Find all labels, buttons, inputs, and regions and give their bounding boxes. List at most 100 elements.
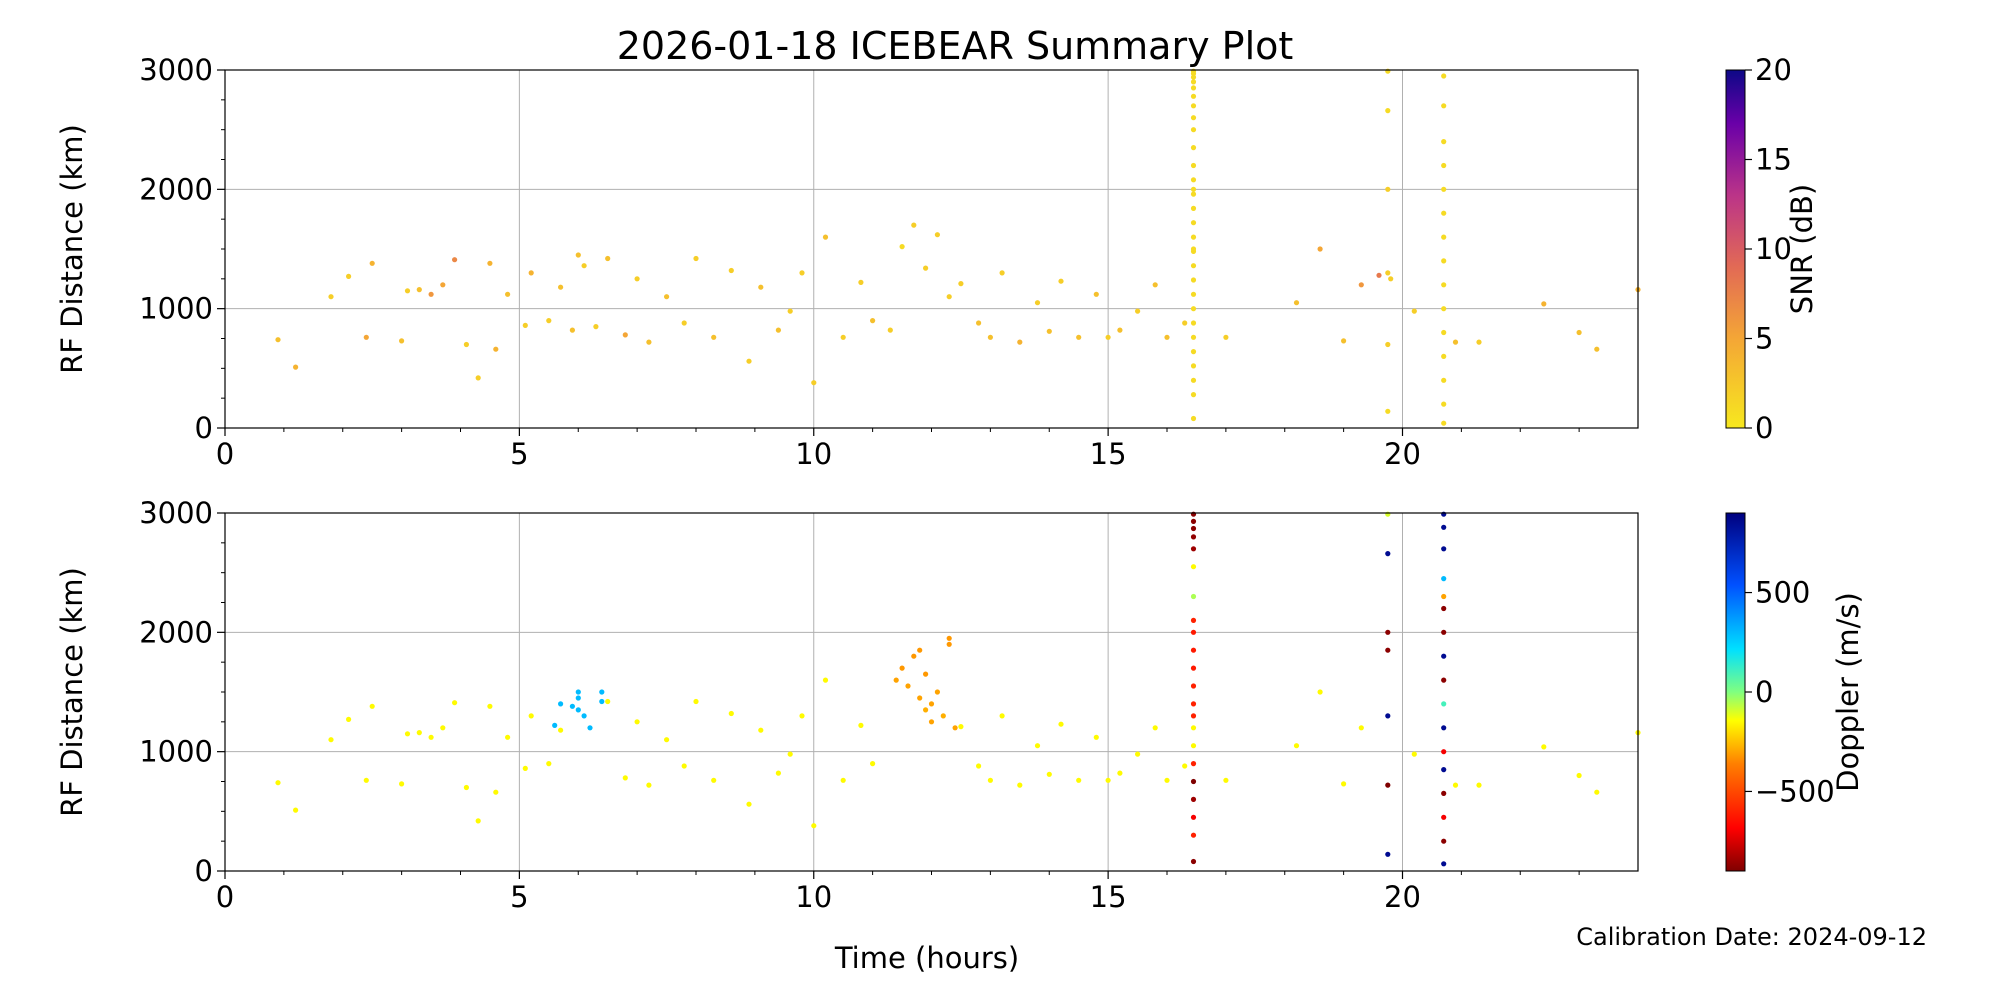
- data-point: [1190, 725, 1197, 731]
- data-point: [1190, 234, 1197, 240]
- data-point: [1441, 377, 1447, 383]
- data-point: [1190, 349, 1197, 355]
- data-point: [1441, 511, 1447, 517]
- data-point: [1190, 291, 1197, 297]
- data-point: [1576, 329, 1582, 336]
- colorbar-tick-label: 10: [1755, 232, 1792, 266]
- data-point: [1190, 713, 1197, 719]
- data-point: [1046, 328, 1052, 334]
- data-point: [1385, 68, 1391, 74]
- data-point: [1441, 767, 1447, 773]
- data-point: [493, 346, 499, 352]
- data-point: [1017, 782, 1023, 788]
- data-point: [870, 761, 876, 767]
- data-point: [958, 281, 964, 287]
- data-point: [275, 337, 281, 343]
- data-point: [1190, 525, 1197, 532]
- data-point: [1190, 320, 1197, 326]
- data-point: [363, 777, 369, 783]
- data-point: [1117, 327, 1123, 333]
- x-tick-label: 20: [1384, 437, 1421, 471]
- data-point: [475, 375, 481, 381]
- data-point: [1476, 339, 1482, 345]
- data-point: [1441, 814, 1447, 820]
- data-point: [581, 263, 587, 269]
- data-point: [1190, 743, 1197, 749]
- data-point: [558, 284, 564, 290]
- data-point: [1452, 782, 1459, 788]
- data-point: [293, 364, 299, 370]
- data-point: [917, 647, 923, 653]
- data-point: [799, 270, 805, 276]
- data-point: [1190, 93, 1197, 99]
- data-point: [952, 725, 958, 731]
- data-point: [811, 823, 817, 829]
- figure-title: 2026-01-18 ICEBEAR Summary Plot: [617, 24, 1294, 68]
- data-point: [1190, 306, 1197, 312]
- data-point: [1152, 725, 1158, 731]
- data-point: [1441, 629, 1447, 635]
- y-tick-label: 3000: [139, 53, 213, 87]
- data-point: [587, 725, 593, 731]
- data-point: [1190, 74, 1197, 80]
- data-point: [693, 255, 699, 262]
- data-point: [558, 727, 564, 733]
- data-point: [1293, 743, 1300, 749]
- data-point: [1385, 270, 1391, 276]
- data-point: [1093, 734, 1099, 740]
- data-point: [328, 294, 334, 300]
- data-point: [934, 689, 941, 695]
- data-point: [746, 801, 752, 807]
- data-point: [1385, 713, 1391, 719]
- data-point: [1076, 777, 1082, 783]
- data-point: [1441, 653, 1447, 659]
- data-point: [505, 291, 511, 297]
- data-point: [416, 730, 422, 736]
- data-point: [923, 671, 929, 677]
- data-point: [404, 731, 411, 737]
- data-point: [416, 287, 422, 293]
- data-point: [1190, 647, 1197, 653]
- y-tick-label: 0: [195, 411, 213, 445]
- data-point: [1317, 246, 1323, 252]
- data-point: [1385, 551, 1391, 557]
- data-point: [1441, 420, 1447, 426]
- data-point: [369, 260, 375, 266]
- x-tick-label: 5: [510, 880, 528, 914]
- data-point: [1046, 771, 1052, 777]
- data-point: [1190, 518, 1197, 525]
- x-tick-label: 0: [216, 880, 234, 914]
- data-point: [1541, 744, 1547, 750]
- data-point: [987, 334, 994, 340]
- data-point: [1190, 415, 1197, 422]
- data-point: [1117, 770, 1123, 776]
- x-tick-label: 10: [795, 437, 832, 471]
- data-point: [905, 683, 911, 689]
- data-point: [1441, 210, 1447, 216]
- data-point: [487, 260, 493, 266]
- data-point: [293, 807, 299, 813]
- data-point: [664, 294, 670, 300]
- data-point: [1341, 338, 1347, 344]
- data-point: [1164, 777, 1170, 783]
- data-point: [569, 703, 576, 709]
- data-point: [1105, 777, 1111, 783]
- data-point: [1190, 778, 1197, 785]
- data-point: [1190, 814, 1197, 820]
- data-point: [1182, 320, 1188, 326]
- data-point: [404, 288, 411, 294]
- data-point: [1190, 617, 1197, 624]
- data-point: [1190, 127, 1197, 133]
- data-point: [1190, 832, 1197, 838]
- data-point: [1190, 191, 1197, 197]
- data-point: [1376, 272, 1382, 278]
- data-point: [1441, 103, 1447, 109]
- data-point: [1190, 85, 1197, 91]
- colorbar: [1725, 512, 1746, 872]
- data-point: [799, 713, 805, 719]
- y-tick-label: 2000: [139, 615, 213, 649]
- data-point: [369, 703, 375, 709]
- data-point: [558, 701, 564, 707]
- data-point: [1223, 777, 1229, 783]
- data-point: [893, 677, 899, 683]
